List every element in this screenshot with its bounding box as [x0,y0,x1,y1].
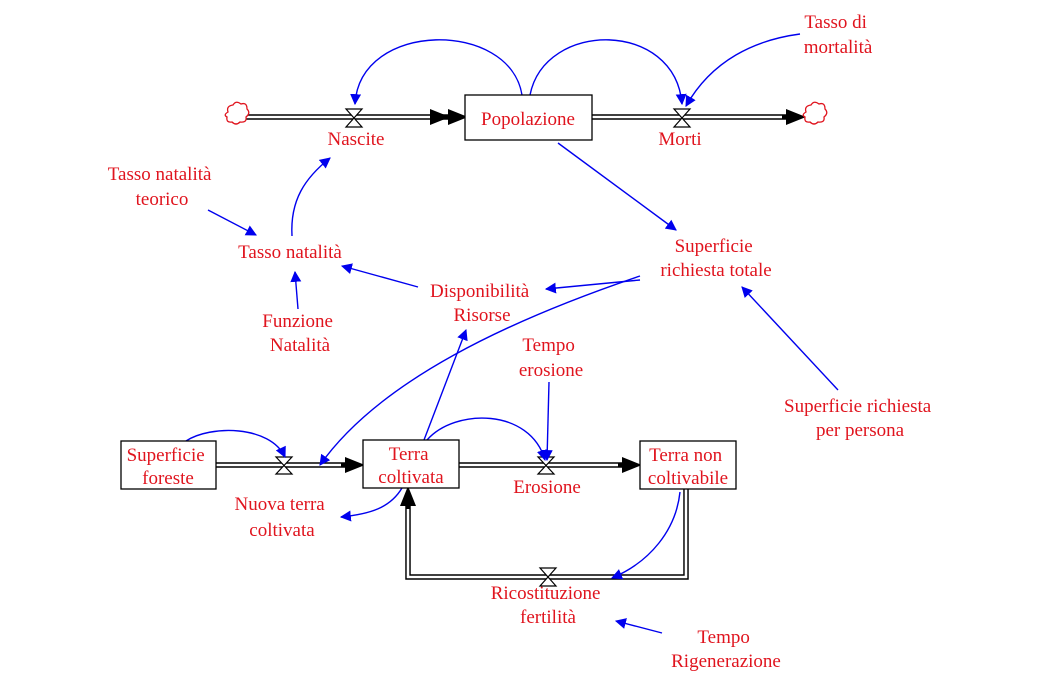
var-superficie-richiesta-totale: Superficie richiesta totale [660,236,771,281]
stock-terra-coltivata-label: Terra coltivata [378,444,444,488]
var-tempo-rigenerazione: Tempo Rigenerazione [671,627,781,672]
valve-nuova-terra-icon [274,456,294,475]
stock-popolazione: Popolazione [464,94,593,141]
var-disponibilita-risorse: Disponibilità Risorse [430,281,534,326]
valve-morti-icon [672,108,692,128]
var-tasso-natalita-teorico: Tasso natalità teorico [108,164,216,210]
var-tasso-mortalita: Tasso di mortalità [804,12,873,58]
var-tempo-erosione: Tempo erosione [519,335,583,381]
stock-superficie-foreste-label: Superficie foreste [127,445,210,489]
stock-terra-coltivata: Terra coltivata [362,439,460,489]
flow-pipe-ricostituzione-fertilita [400,486,689,580]
valve-nascite-icon [344,108,364,128]
flow-nascite-label: Nascite [328,129,385,150]
source-cloud-icon [224,101,250,125]
causal-links [185,33,839,634]
flow-nuova-terra-coltivata-label: Nuova terra coltivata [235,494,330,541]
flow-ricostituzione-fertilita-label: Ricostituzione fertilità [491,583,606,628]
stock-superficie-foreste: Superficie foreste [120,440,217,490]
stock-popolazione-label: Popolazione [481,109,575,130]
sink-cloud-icon [802,101,828,125]
stock-terra-non-coltivabile: Terra non coltivabile [639,440,737,490]
var-superficie-richiesta-per-persona: Superficie richiesta per persona [784,396,936,441]
var-tasso-natalita: Tasso natalità [238,242,342,263]
stock-terra-non-coltivabile-label: Terra non coltivabile [648,445,728,489]
flow-morti-label: Morti [658,129,701,150]
flow-erosione-label: Erosione [513,477,581,498]
var-funzione-natalita: Funzione Natalità [262,311,337,356]
valve-ricostituzione-icon [538,567,558,587]
